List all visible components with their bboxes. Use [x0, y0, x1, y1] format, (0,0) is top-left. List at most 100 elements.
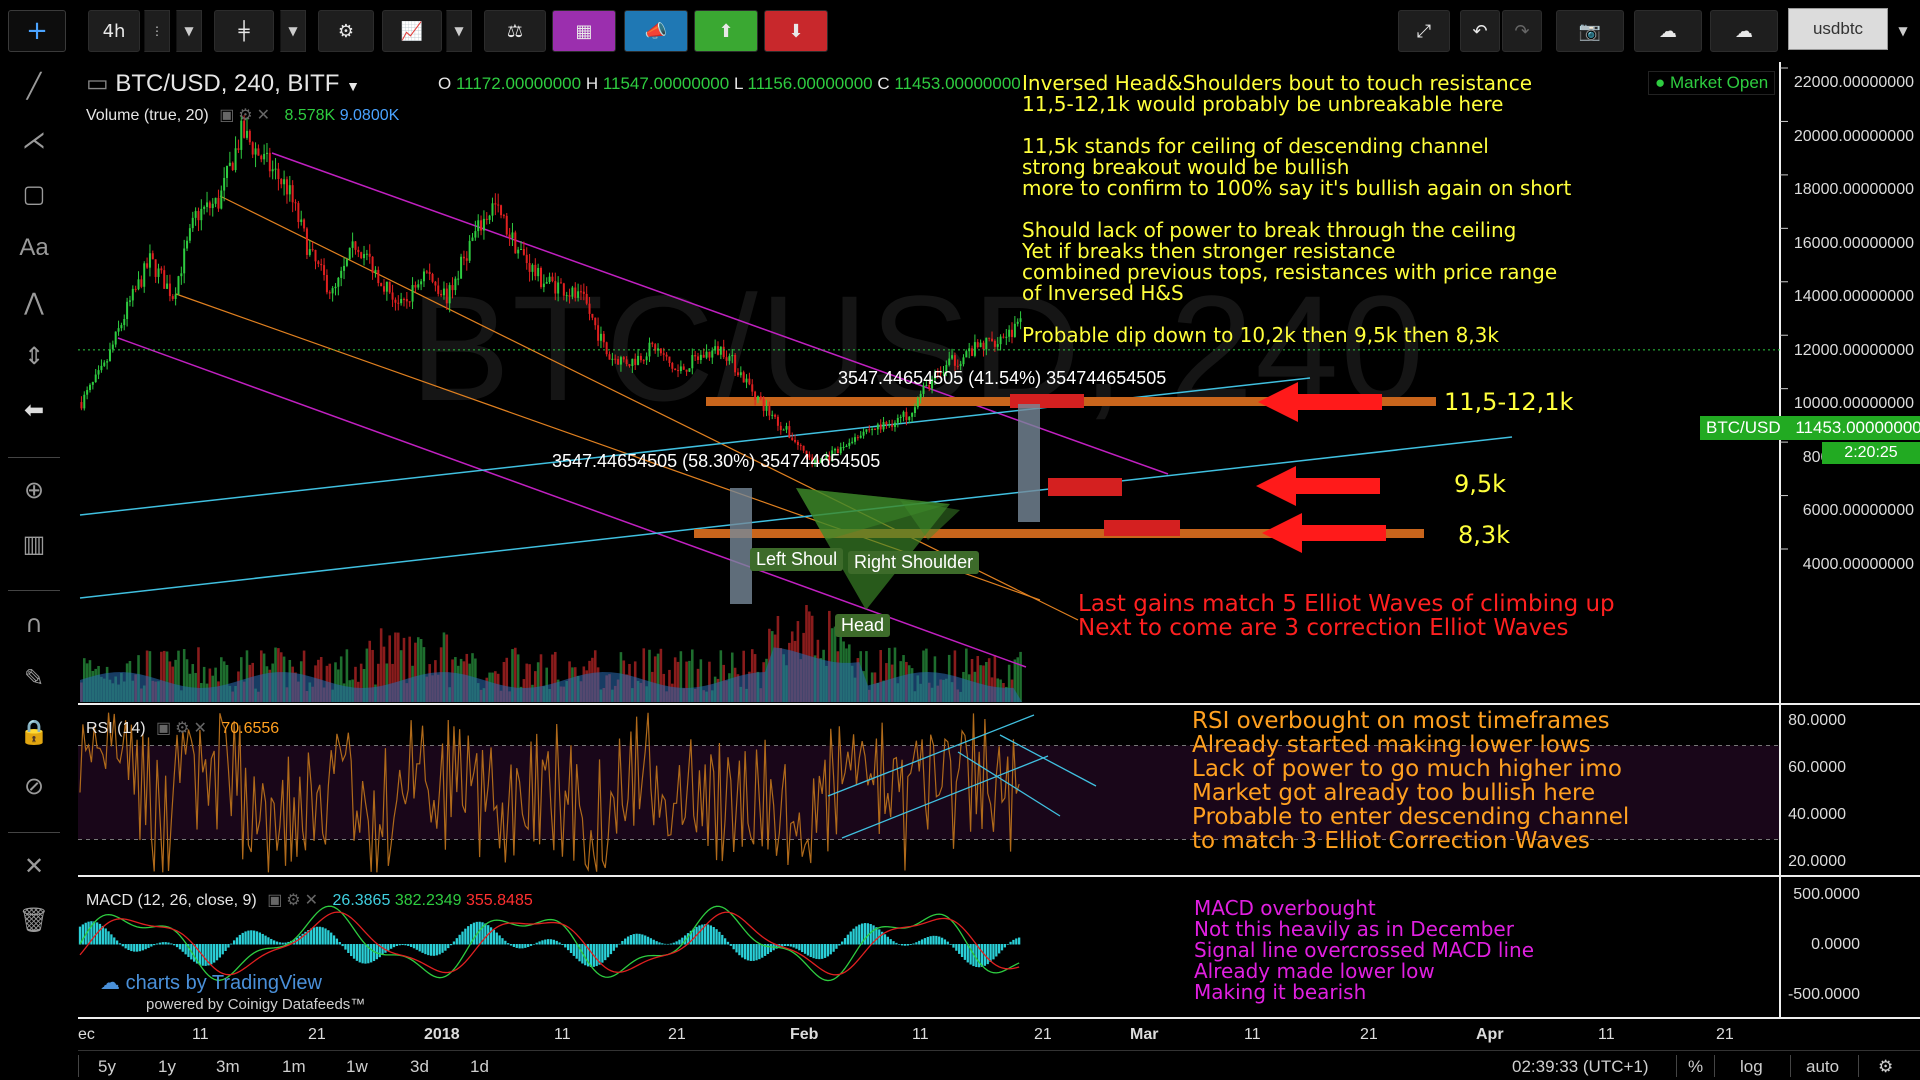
trend-line-tool[interactable]: ╱	[8, 64, 60, 108]
settings-button[interactable]: ⚙	[318, 10, 374, 52]
tradingview-logo[interactable]: ☁ charts by TradingView	[100, 970, 322, 995]
macd-histogram-bar	[675, 941, 678, 945]
candle-body	[400, 298, 403, 304]
macd-histogram-bar	[738, 944, 741, 956]
chart-settings-button[interactable]: ⚙	[1878, 1057, 1893, 1077]
elliot-annotation-text[interactable]: Last gains match 5 Elliot Waves of climb…	[1078, 592, 1615, 640]
interval-dropdown-icon[interactable]: ▼	[176, 10, 202, 52]
range-button-1d[interactable]: 1d	[470, 1057, 489, 1076]
volume-bar	[730, 652, 734, 702]
candle-body	[514, 232, 517, 254]
range-button-1y[interactable]: 1y	[158, 1057, 176, 1076]
macd-histogram-bar	[78, 926, 82, 945]
range-button-3m[interactable]: 3m	[216, 1057, 240, 1076]
candle-body	[896, 417, 899, 423]
stay-in-drawing-mode-tool[interactable]: ✎	[8, 656, 60, 700]
indicators-button[interactable]: 📈	[382, 10, 442, 52]
annotation-line: strong breakout would be bullish	[1022, 155, 1350, 179]
range-button-1m[interactable]: 1m	[282, 1057, 306, 1076]
rsi-annotation-text[interactable]: RSI overbought on most timeframes Already…	[1192, 709, 1629, 853]
macd-histogram-bar	[381, 944, 384, 955]
log-scale-toggle[interactable]: log	[1740, 1057, 1763, 1076]
text-tool[interactable]: Aa	[8, 226, 60, 270]
main-annotation-text[interactable]: Inversed Head&Shoulders bout to touch re…	[1022, 73, 1571, 346]
candle-body	[94, 374, 97, 383]
candle-body	[194, 211, 197, 218]
pattern-icon: ⋀	[24, 288, 44, 316]
candle-body	[768, 405, 771, 416]
zoom-tool[interactable]: ⊕	[8, 468, 60, 512]
compare-button[interactable]: ⚖	[484, 10, 546, 52]
indicators-dropdown-icon[interactable]: ▼	[446, 10, 472, 52]
candle-body	[828, 455, 831, 461]
range-button-1w[interactable]: 1w	[346, 1057, 368, 1076]
back-tool[interactable]: ⬅	[8, 388, 60, 432]
redo-button[interactable]: ↷	[1502, 10, 1542, 52]
bars-pattern-tool[interactable]: ▥	[8, 522, 60, 566]
load-layout-button[interactable]: ☁	[1634, 10, 1702, 52]
save-layout-button[interactable]: ☁	[1710, 10, 1778, 52]
macd-histogram-bar	[829, 944, 832, 955]
candle-body	[645, 356, 648, 361]
sell-button[interactable]: ⬇	[764, 10, 828, 52]
clock[interactable]: 02:39:33 (UTC+1)	[1512, 1057, 1649, 1076]
close-value: 11453.00000000	[894, 74, 1021, 93]
publish-idea-button[interactable]: 📣	[624, 10, 688, 52]
interval-button[interactable]: 4h	[88, 10, 140, 52]
macd-histogram-bar	[421, 944, 424, 953]
buy-button[interactable]: ⬆	[694, 10, 758, 52]
macd-histogram-bar	[529, 944, 533, 946]
range-button-5y[interactable]: 5y	[98, 1057, 116, 1076]
bottom-divider	[78, 1055, 79, 1077]
volume-bar	[511, 649, 514, 702]
candle-body	[540, 267, 543, 288]
macd-histogram-bar	[504, 940, 507, 945]
snapshot-button[interactable]: 📷	[1556, 10, 1624, 52]
pitchfork-tool[interactable]: ⋌	[8, 118, 60, 162]
macd-histogram-bar	[1012, 939, 1015, 945]
volume-bar	[679, 651, 683, 702]
macd-legend[interactable]: MACD (12, 26, close, 9) ▣⚙✕ 26.3865 382.…	[86, 890, 533, 910]
cube-button[interactable]: ▦	[552, 10, 616, 52]
chart-canvas[interactable]	[78, 62, 1920, 1050]
tradingview-logo-text: charts by TradingView	[125, 972, 322, 994]
volume-bar	[539, 654, 543, 702]
symbol-dropdown-icon[interactable]: ▼	[1890, 10, 1916, 52]
interval-menu-dots-icon[interactable]: ⋮	[144, 10, 170, 52]
candle-body	[480, 220, 483, 231]
volume-legend[interactable]: Volume (true, 20) ▣⚙✕ 8.578K 9.0800K	[86, 105, 399, 125]
volume-bar	[368, 640, 372, 702]
magnet-tool[interactable]: ∩	[8, 602, 60, 646]
macd-histogram-bar	[886, 936, 889, 945]
fullscreen-button[interactable]: ⤢	[1398, 10, 1450, 52]
crosshair-tool-button[interactable]: +	[8, 10, 66, 52]
hide-drawings-tool[interactable]: ⊘	[8, 764, 60, 808]
trash-tool[interactable]: 🗑	[8, 898, 60, 942]
candle-body	[283, 179, 286, 185]
measure-tool[interactable]: ⇕	[8, 334, 60, 378]
macd-histogram-bar	[866, 923, 869, 945]
macd-histogram-bar	[98, 923, 102, 945]
auto-scale-toggle[interactable]: auto	[1806, 1057, 1840, 1076]
level-label-12k: 11,5-12,1k	[1444, 388, 1574, 416]
remove-drawings-tool[interactable]: ✕	[8, 844, 60, 888]
close-label: C	[877, 74, 890, 93]
rectangle-tool[interactable]: ▢	[8, 172, 60, 216]
macd-histogram-bar	[1000, 944, 1004, 951]
lock-drawings-tool[interactable]: 🔒	[8, 710, 60, 754]
macd-annotation-text[interactable]: MACD overbought Not this heavily as in De…	[1194, 898, 1534, 1003]
percent-scale-toggle[interactable]: %	[1688, 1057, 1704, 1076]
macd-pane	[78, 905, 1021, 982]
pattern-tool[interactable]: ⋀	[8, 280, 60, 324]
rsi-legend[interactable]: RSI (14) ▣⚙✕ 70.6556	[86, 718, 279, 738]
range-button-3d[interactable]: 3d	[410, 1057, 429, 1076]
main-series-legend[interactable]: ▭ BTC/USD, 240, BITF ▼	[86, 69, 360, 98]
symbol-input[interactable]: usdbtc	[1788, 8, 1888, 50]
candle-body	[619, 357, 622, 365]
candle-body	[999, 336, 1002, 345]
macd-histogram-bar	[361, 944, 364, 964]
macd-histogram-bar	[541, 940, 544, 945]
chart-type-button[interactable]: ╪	[214, 10, 274, 52]
chart-type-dropdown-icon[interactable]: ▼	[280, 10, 306, 52]
undo-button[interactable]: ↶	[1460, 10, 1500, 52]
